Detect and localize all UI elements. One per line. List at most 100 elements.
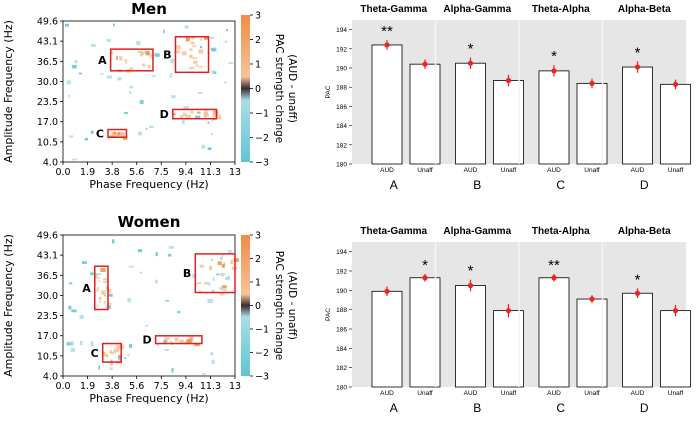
significance-marker: *	[551, 48, 557, 65]
heatmap-cell	[197, 111, 201, 114]
women-colorbar	[241, 235, 250, 376]
x-tick-label: 5.6	[129, 167, 144, 178]
heatmap-cell	[199, 38, 203, 41]
heatmap-cell	[174, 337, 179, 342]
heatmap-cell	[183, 112, 185, 117]
colorbar-tick-label: −2	[255, 133, 269, 144]
significance-marker: *	[468, 40, 474, 57]
mean-marker	[422, 61, 428, 67]
colorbar-tick-label: −1	[255, 109, 269, 120]
heatmap-cell	[106, 38, 111, 42]
category-label: Unaff	[584, 390, 600, 397]
heatmap-cell	[199, 46, 203, 49]
heatmap-cell	[116, 55, 118, 61]
heatmap-cell	[106, 305, 112, 309]
region-box-c	[107, 128, 128, 139]
region-box-a	[94, 265, 109, 311]
y-tick-label: 186	[336, 327, 347, 334]
heatmap-cell	[74, 60, 78, 64]
heatmap-cell	[185, 37, 190, 42]
women-speckles	[66, 239, 240, 375]
heatmap-cell	[198, 66, 203, 68]
x-tick-label: 9.4	[178, 167, 193, 178]
heatmap-cell	[176, 45, 181, 50]
y-tick-label: 23.5	[37, 311, 58, 322]
heatmap-cell	[101, 290, 106, 294]
heatmap-cell	[190, 110, 194, 114]
heatmap-cell	[155, 279, 158, 284]
heatmap-cell	[221, 254, 224, 257]
heatmap-cell	[112, 23, 115, 26]
colorbar-label-sub: (AUD - unaff)	[286, 271, 298, 340]
heatmap-cell	[96, 304, 99, 307]
group-title: Alpha-Gamma	[443, 226, 511, 237]
colorbar-tick-label: 2	[255, 35, 261, 46]
men-ylabel: Amplitude Frequency (Hz)	[2, 20, 15, 163]
heatmap-cell	[223, 261, 226, 266]
heatmap-cell	[203, 112, 208, 116]
heatmap-cell	[221, 264, 225, 268]
heatmap-cell	[201, 144, 205, 149]
heatmap-cell	[183, 106, 189, 110]
colorbar-tick-label: 2	[255, 254, 261, 265]
heatmap-cell	[107, 288, 112, 293]
y-tick-label: 184	[336, 346, 347, 353]
colorbar-tick-label: −3	[255, 372, 269, 383]
heatmap-cell	[203, 37, 209, 40]
y-tick-label: 192	[336, 269, 347, 276]
x-tick-label: 1.9	[80, 381, 95, 392]
heatmap-cell	[211, 359, 215, 364]
heatmap-cell	[216, 273, 220, 276]
colorbar-tick-label: 1	[255, 60, 261, 71]
colorbar-label: PAC strength change	[273, 251, 285, 361]
group-letter: A	[390, 401, 398, 415]
heatmap-cell	[140, 54, 143, 57]
heatmap-cell	[210, 133, 213, 135]
x-tick-label: 3.8	[105, 167, 120, 178]
heatmap-cell	[180, 114, 184, 118]
heatmap-cell	[184, 25, 189, 29]
heatmap-cell	[219, 256, 223, 261]
heatmap-cell	[192, 274, 197, 278]
heatmap-cell	[207, 298, 213, 303]
y-tick-label: 17.0	[37, 331, 58, 342]
bar	[538, 70, 570, 165]
significance-marker: **	[548, 257, 560, 274]
men-bars-ylabel: PAC	[325, 85, 332, 98]
heatmap-cell	[165, 300, 170, 302]
mean-marker	[384, 42, 390, 48]
significance-marker: **	[381, 23, 393, 40]
group-letter: B	[473, 178, 481, 192]
heatmap-cell	[81, 261, 88, 264]
heatmap-cell	[138, 131, 143, 136]
x-tick-label: 1.9	[80, 167, 95, 178]
y-tick-label: 182	[336, 365, 347, 372]
heatmap-cell	[183, 113, 187, 116]
mean-marker	[505, 308, 512, 314]
group-title: Alpha-Gamma	[443, 4, 511, 15]
heatmap-cell	[64, 23, 70, 27]
group-letter: C	[556, 178, 565, 192]
mean-marker	[589, 80, 595, 86]
category-label: AUD	[464, 390, 478, 397]
heatmap-cell	[204, 281, 209, 285]
mean-marker	[672, 308, 679, 314]
heatmap-cell	[95, 272, 102, 276]
heatmap-cell	[119, 56, 123, 61]
region-box-d	[154, 335, 203, 345]
colorbar-label-sub: (AUD - unaff)	[286, 54, 298, 123]
y-tick-label: 23.5	[37, 97, 58, 108]
x-tick-label: 13	[229, 381, 241, 392]
heatmap-cell	[189, 48, 193, 52]
mean-marker	[467, 282, 474, 289]
heatmap-cell	[145, 324, 149, 327]
region-box-b	[194, 253, 236, 294]
region-box-d	[172, 108, 218, 120]
heatmap-cell	[123, 132, 126, 136]
heatmap-cell	[129, 85, 133, 89]
heatmap-cell	[139, 100, 144, 104]
heatmap-cell	[210, 258, 213, 262]
heatmap-cell	[124, 59, 128, 64]
heatmap-cell	[142, 64, 146, 67]
